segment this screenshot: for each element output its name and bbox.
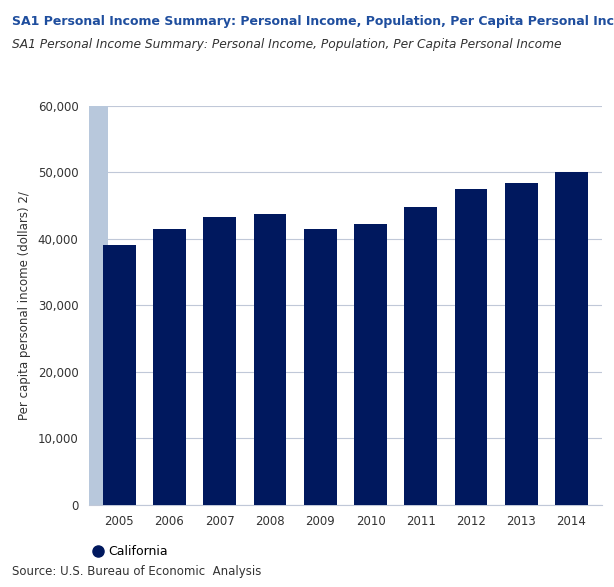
Bar bbox=[304, 229, 336, 505]
Bar bbox=[505, 183, 538, 505]
Bar bbox=[103, 245, 136, 505]
Bar bbox=[254, 214, 286, 505]
Bar bbox=[455, 189, 488, 505]
Legend: California: California bbox=[95, 545, 168, 558]
Bar bbox=[555, 172, 588, 505]
Bar bbox=[203, 217, 236, 505]
Text: SA1 Personal Income Summary: Personal Income, Population, Per Capita Personal In: SA1 Personal Income Summary: Personal In… bbox=[12, 38, 562, 50]
Bar bbox=[405, 207, 437, 505]
Bar bbox=[89, 106, 108, 505]
Text: SA1 Personal Income Summary: Personal Income, Population, Per Capita Personal In: SA1 Personal Income Summary: Personal In… bbox=[12, 15, 614, 28]
Bar bbox=[354, 224, 387, 505]
Text: Source: U.S. Bureau of Economic  Analysis: Source: U.S. Bureau of Economic Analysis bbox=[12, 565, 262, 578]
Y-axis label: Per capita personal income (dollars) 2/: Per capita personal income (dollars) 2/ bbox=[18, 191, 31, 420]
Bar bbox=[153, 229, 186, 505]
